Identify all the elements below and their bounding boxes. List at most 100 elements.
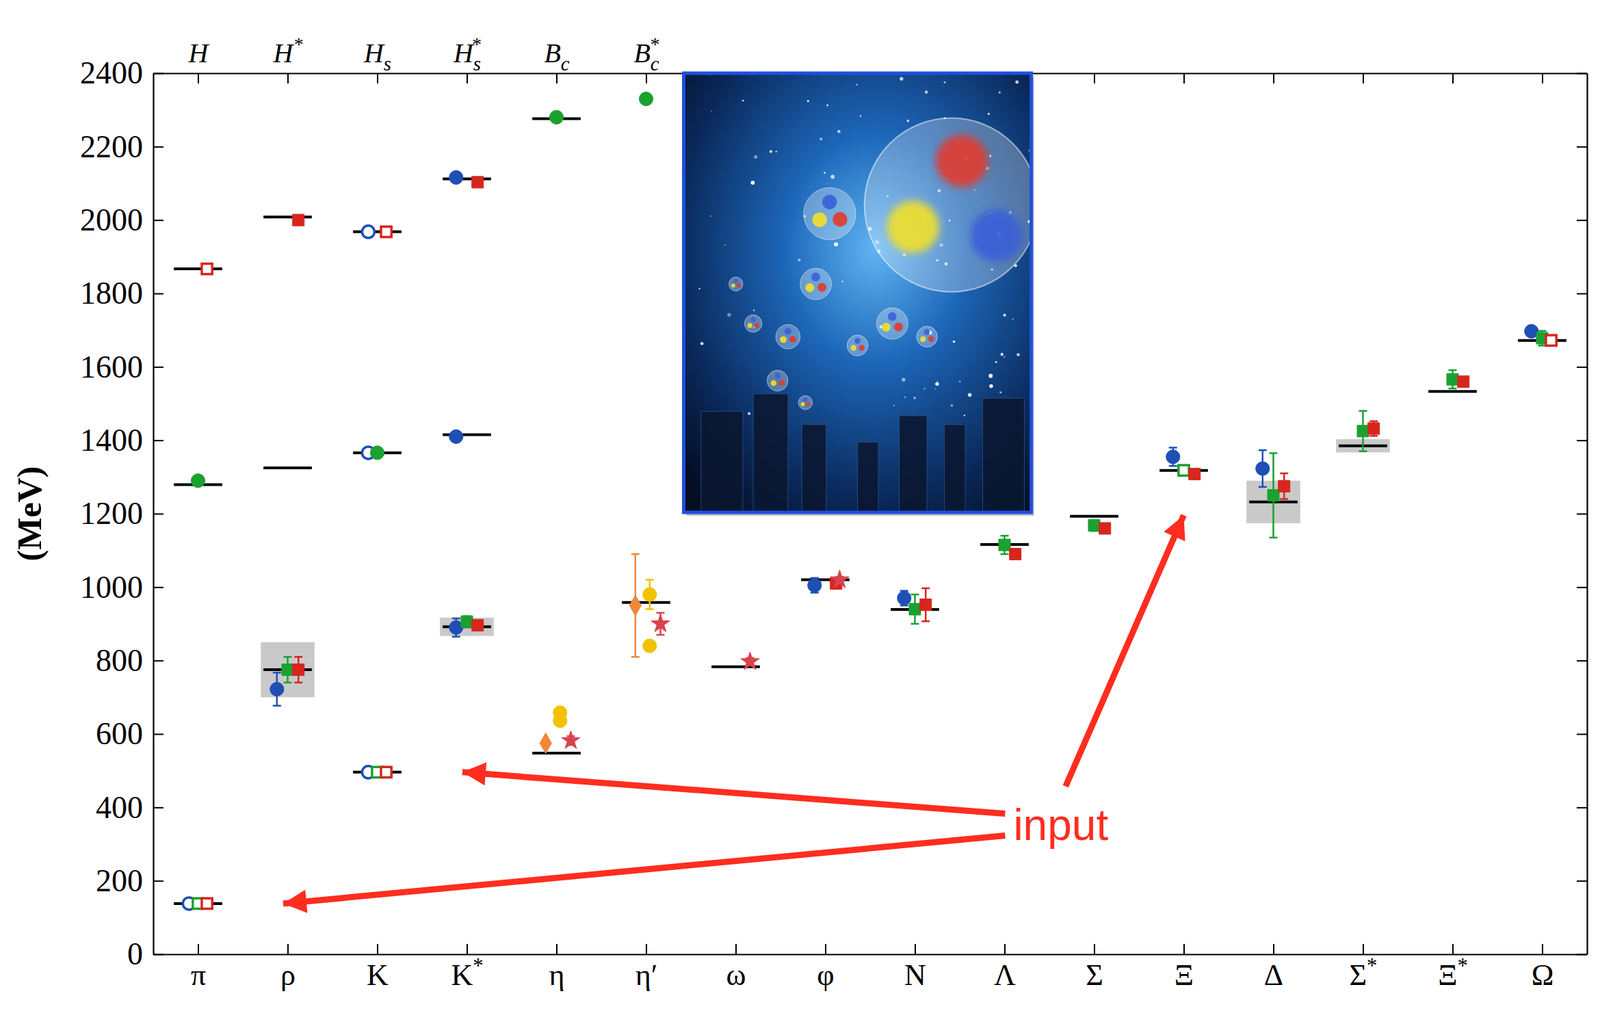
tick-label: Σ [1085, 958, 1104, 992]
point [449, 429, 464, 444]
tick-mark [1576, 660, 1588, 662]
label-part: H [363, 37, 386, 69]
point [1188, 468, 1201, 481]
star-dot [936, 381, 938, 383]
tick-mark [1362, 73, 1365, 84]
tick [1576, 660, 1588, 662]
tick-mark [1541, 943, 1544, 955]
error-bar-cap [921, 587, 930, 590]
x-axis: πρKK*ηη′ωφNΛΣΞΔΣ*Ξ*Ω [153, 943, 1588, 992]
experiment-line [621, 601, 671, 605]
arrow [283, 835, 1005, 904]
tick-mark [1273, 943, 1275, 955]
tick-mark [287, 73, 289, 84]
star-dot [742, 99, 745, 102]
tick-mark [1576, 146, 1588, 148]
tick-mark [556, 943, 558, 955]
error-bar-cap [645, 578, 654, 581]
star-dot [1012, 318, 1014, 320]
tick-mark [153, 293, 164, 295]
tick-mark [824, 943, 827, 955]
error-bar-cap [283, 682, 293, 685]
tick: 2200 [80, 129, 164, 165]
error-bar-cap [631, 656, 640, 659]
tick-label: N [904, 958, 927, 992]
star-dot [823, 171, 826, 174]
star-dot [833, 242, 838, 247]
label-part: B [633, 37, 650, 69]
star-dot [943, 81, 947, 84]
star-dot [950, 404, 954, 408]
tick-mark [1576, 439, 1588, 442]
tick-label: π [190, 958, 206, 992]
star-dot [967, 392, 973, 397]
tick: π [190, 943, 206, 992]
tick [1576, 513, 1588, 515]
tick-label: 2000 [80, 202, 143, 238]
quark-dot [801, 402, 806, 407]
star-dot [935, 387, 937, 390]
tick-mark [153, 513, 164, 516]
tick-mark [153, 733, 164, 736]
error-bar-cap [294, 682, 303, 685]
quark-dot [858, 344, 865, 351]
star-dot [710, 110, 713, 113]
bubble [864, 118, 1032, 293]
label-part: K [366, 958, 389, 992]
tick-mark [153, 219, 164, 221]
error-bar-cap [1279, 472, 1289, 475]
tick-label: 2400 [80, 55, 143, 91]
quark-dot [731, 283, 736, 288]
point [1099, 522, 1111, 535]
annotation: input [1013, 800, 1109, 850]
tick-label: Σ* [1348, 954, 1377, 992]
label-part: Ξ [1174, 958, 1194, 992]
bubble [846, 335, 868, 356]
tick [1184, 73, 1185, 84]
point [1357, 425, 1369, 438]
bubble [766, 370, 788, 391]
y-axis: 0200400600800100012001400160018002000220… [80, 55, 164, 972]
tick-mark [153, 660, 164, 662]
tick [1576, 366, 1588, 368]
quark-dot [806, 402, 811, 407]
label-part: ′ [651, 958, 659, 992]
tick-mark [1093, 73, 1096, 84]
label-part: Δ [1264, 958, 1284, 992]
tick-mark [466, 73, 468, 84]
tick: Σ [1085, 943, 1104, 992]
tick: K* [450, 943, 483, 992]
star-dot [826, 104, 829, 107]
label-part: Λ [993, 958, 1016, 992]
tick [1576, 807, 1588, 808]
error-bar-cap [1269, 452, 1278, 455]
star-dot [989, 384, 993, 388]
tick: 1400 [80, 422, 164, 458]
tick-mark [645, 73, 648, 84]
quark-dot [779, 335, 787, 343]
bubble [803, 187, 856, 240]
error-bar-cap [1359, 409, 1368, 412]
error-bar-cap [1369, 420, 1378, 423]
star-dot [753, 155, 758, 159]
tick-mark [1273, 73, 1275, 84]
tick-label: Ξ* [1437, 954, 1468, 992]
quark-dot [811, 272, 821, 282]
star-dot [775, 150, 778, 153]
experiment-line [352, 230, 402, 234]
point [190, 474, 205, 488]
error-bar-cap [645, 608, 654, 611]
tick-mark [153, 146, 164, 148]
tick-mark [1576, 513, 1588, 516]
star-dot [1002, 313, 1006, 317]
tick-label: 0 [127, 936, 143, 972]
tick [1363, 73, 1365, 84]
quark-dot [920, 336, 927, 343]
computer-rack [857, 441, 879, 513]
tick: Δ [1264, 943, 1284, 992]
tick-label: K [366, 958, 389, 992]
star-dot [1015, 80, 1019, 84]
point [381, 766, 392, 778]
experiment-line [1069, 515, 1119, 518]
tick: K [366, 943, 389, 992]
